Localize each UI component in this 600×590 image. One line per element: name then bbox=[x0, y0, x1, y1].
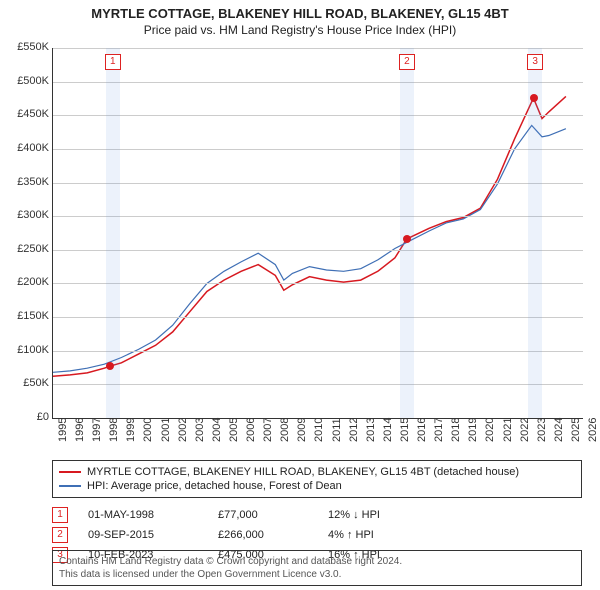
y-tick-label: £300K bbox=[1, 209, 49, 221]
x-tick-label: 1997 bbox=[91, 430, 103, 442]
transaction-marker bbox=[403, 235, 411, 243]
legend-row: HPI: Average price, detached house, Fore… bbox=[59, 479, 575, 493]
x-tick-label: 1998 bbox=[108, 430, 120, 442]
transaction-marker bbox=[106, 362, 114, 370]
tx-date: 09-SEP-2015 bbox=[88, 529, 198, 541]
gridline bbox=[53, 317, 583, 318]
x-tick-label: 2013 bbox=[365, 430, 377, 442]
gridline bbox=[53, 183, 583, 184]
y-tick-label: £150K bbox=[1, 310, 49, 322]
y-tick-label: £500K bbox=[1, 75, 49, 87]
x-tick-label: 2002 bbox=[177, 430, 189, 442]
shaded-band bbox=[528, 48, 542, 418]
gridline bbox=[53, 384, 583, 385]
x-tick-label: 2008 bbox=[279, 430, 291, 442]
chart-subtitle: Price paid vs. HM Land Registry's House … bbox=[0, 21, 600, 37]
x-tick-label: 2017 bbox=[433, 430, 445, 442]
legend-label: HPI: Average price, detached house, Fore… bbox=[87, 480, 342, 492]
x-tick-label: 2026 bbox=[587, 430, 599, 442]
x-tick-label: 1999 bbox=[125, 430, 137, 442]
x-tick-label: 2024 bbox=[553, 430, 565, 442]
transaction-row: 1 01-MAY-1998 £77,000 12% ↓ HPI bbox=[52, 505, 582, 525]
x-tick-label: 2023 bbox=[536, 430, 548, 442]
legend-row: MYRTLE COTTAGE, BLAKENEY HILL ROAD, BLAK… bbox=[59, 465, 575, 479]
line-svg bbox=[53, 48, 583, 418]
x-tick-label: 2021 bbox=[502, 430, 514, 442]
x-tick-label: 2015 bbox=[399, 430, 411, 442]
y-tick-label: £550K bbox=[1, 41, 49, 53]
y-tick-label: £450K bbox=[1, 108, 49, 120]
x-tick-label: 2025 bbox=[570, 430, 582, 442]
x-tick-label: 2018 bbox=[450, 430, 462, 442]
series-property bbox=[53, 96, 566, 376]
x-tick-label: 2007 bbox=[262, 430, 274, 442]
gridline bbox=[53, 216, 583, 217]
x-tick-label: 2005 bbox=[228, 430, 240, 442]
gridline bbox=[53, 351, 583, 352]
x-tick-label: 2004 bbox=[211, 430, 223, 442]
gridline bbox=[53, 48, 583, 49]
tx-price: £266,000 bbox=[218, 529, 308, 541]
y-tick-label: £250K bbox=[1, 243, 49, 255]
band-index-box: 1 bbox=[105, 54, 121, 70]
gridline bbox=[53, 149, 583, 150]
tx-index-box: 1 bbox=[52, 507, 68, 523]
tx-delta: 12% ↓ HPI bbox=[328, 509, 380, 521]
x-tick-label: 1996 bbox=[74, 430, 86, 442]
plot-area: £0£50K£100K£150K£200K£250K£300K£350K£400… bbox=[52, 48, 583, 419]
gridline bbox=[53, 82, 583, 83]
x-tick-label: 2000 bbox=[142, 430, 154, 442]
footer: Contains HM Land Registry data © Crown c… bbox=[52, 550, 582, 586]
x-tick-label: 2003 bbox=[194, 430, 206, 442]
gridline bbox=[53, 283, 583, 284]
x-tick-label: 2020 bbox=[484, 430, 496, 442]
x-tick-label: 2014 bbox=[382, 430, 394, 442]
x-tick-label: 2006 bbox=[245, 430, 257, 442]
footer-line: This data is licensed under the Open Gov… bbox=[59, 568, 575, 581]
gridline bbox=[53, 250, 583, 251]
x-tick-label: 2010 bbox=[313, 430, 325, 442]
footer-line: Contains HM Land Registry data © Crown c… bbox=[59, 555, 575, 568]
y-tick-label: £400K bbox=[1, 142, 49, 154]
y-tick-label: £50K bbox=[1, 377, 49, 389]
y-tick-label: £100K bbox=[1, 344, 49, 356]
legend-label: MYRTLE COTTAGE, BLAKENEY HILL ROAD, BLAK… bbox=[87, 466, 519, 478]
legend-swatch bbox=[59, 485, 81, 487]
tx-delta: 4% ↑ HPI bbox=[328, 529, 374, 541]
band-index-box: 3 bbox=[527, 54, 543, 70]
tx-price: £77,000 bbox=[218, 509, 308, 521]
x-tick-label: 2016 bbox=[416, 430, 428, 442]
x-tick-label: 2022 bbox=[519, 430, 531, 442]
x-tick-label: 2011 bbox=[331, 430, 343, 442]
transaction-row: 2 09-SEP-2015 £266,000 4% ↑ HPI bbox=[52, 525, 582, 545]
band-index-box: 2 bbox=[399, 54, 415, 70]
x-tick-label: 2012 bbox=[348, 430, 360, 442]
chart-container: MYRTLE COTTAGE, BLAKENEY HILL ROAD, BLAK… bbox=[0, 0, 600, 590]
y-tick-label: £0 bbox=[1, 411, 49, 423]
legend: MYRTLE COTTAGE, BLAKENEY HILL ROAD, BLAK… bbox=[52, 460, 582, 498]
y-tick-label: £200K bbox=[1, 276, 49, 288]
chart-title: MYRTLE COTTAGE, BLAKENEY HILL ROAD, BLAK… bbox=[0, 0, 600, 21]
transaction-marker bbox=[530, 94, 538, 102]
y-tick-label: £350K bbox=[1, 176, 49, 188]
x-tick-label: 1995 bbox=[57, 430, 69, 442]
legend-swatch bbox=[59, 471, 81, 473]
gridline bbox=[53, 115, 583, 116]
tx-index-box: 2 bbox=[52, 527, 68, 543]
x-tick-label: 2001 bbox=[160, 430, 172, 442]
shaded-band bbox=[400, 48, 414, 418]
x-tick-label: 2019 bbox=[467, 430, 479, 442]
x-tick-label: 2009 bbox=[296, 430, 308, 442]
tx-date: 01-MAY-1998 bbox=[88, 509, 198, 521]
